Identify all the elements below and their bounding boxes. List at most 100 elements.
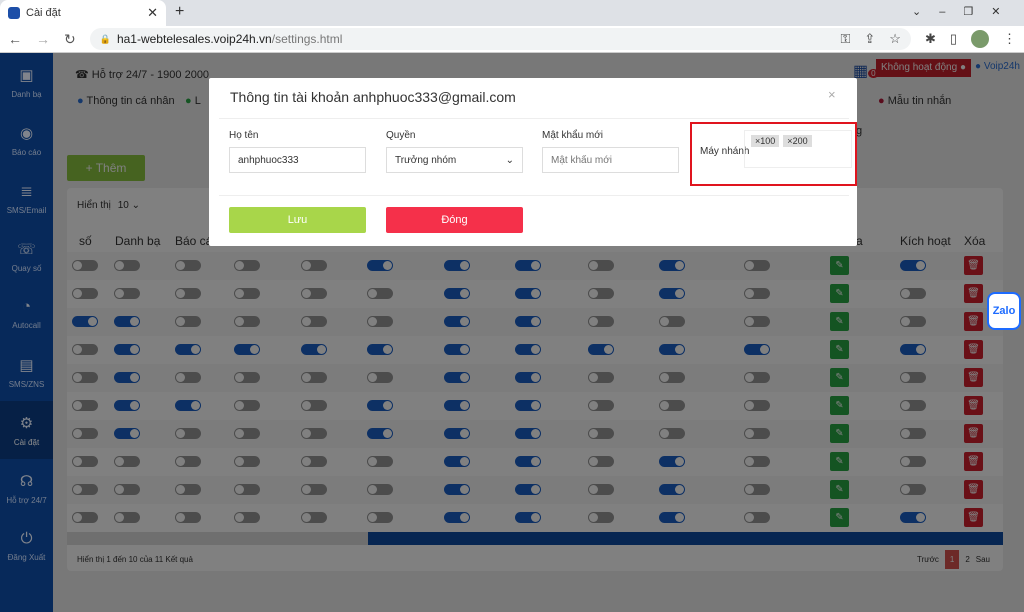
- permission-toggle[interactable]: [744, 288, 770, 299]
- sidebar-item-0[interactable]: ▣ Danh bạ: [0, 53, 53, 111]
- permission-toggle[interactable]: [900, 260, 926, 271]
- permission-toggle[interactable]: [900, 484, 926, 495]
- permission-toggle[interactable]: [114, 288, 140, 299]
- permission-toggle[interactable]: [175, 428, 201, 439]
- menu-icon[interactable]: ⋮: [1003, 31, 1016, 46]
- permission-toggle[interactable]: [72, 400, 98, 411]
- delete-button[interactable]: 🗑: [964, 396, 983, 415]
- zalo-chat-button[interactable]: Zalo: [987, 292, 1021, 330]
- permission-toggle[interactable]: [515, 400, 541, 411]
- sidebar-item-8[interactable]: ⏻ Đăng Xuất: [0, 517, 53, 575]
- close-tab-icon[interactable]: ✕: [147, 5, 158, 20]
- star-icon[interactable]: ☆: [889, 31, 901, 46]
- permission-toggle[interactable]: [588, 344, 614, 355]
- delete-button[interactable]: 🗑: [964, 340, 983, 359]
- permission-toggle[interactable]: [588, 316, 614, 327]
- permission-toggle[interactable]: [367, 344, 393, 355]
- permission-toggle[interactable]: [234, 344, 260, 355]
- permission-toggle[interactable]: [114, 456, 140, 467]
- permission-toggle[interactable]: [588, 428, 614, 439]
- permission-toggle[interactable]: [744, 372, 770, 383]
- save-button[interactable]: Lưu: [229, 207, 366, 233]
- permission-toggle[interactable]: [114, 372, 140, 383]
- permission-toggle[interactable]: [444, 428, 470, 439]
- permission-toggle[interactable]: [659, 456, 685, 467]
- permission-toggle[interactable]: [234, 456, 260, 467]
- sidebar-item-2[interactable]: ≣ SMS/Email: [0, 169, 53, 227]
- delete-button[interactable]: 🗑: [964, 284, 983, 303]
- permission-toggle[interactable]: [367, 288, 393, 299]
- delete-button[interactable]: 🗑: [964, 508, 983, 527]
- calendar-icon[interactable]: ▦ 0: [853, 61, 879, 81]
- forward-icon[interactable]: →: [36, 31, 50, 47]
- permission-toggle[interactable]: [301, 344, 327, 355]
- window-controls[interactable]: ⌄–❐✕: [912, 6, 1019, 18]
- permission-toggle[interactable]: [744, 512, 770, 523]
- delete-button[interactable]: 🗑: [964, 256, 983, 275]
- permission-toggle[interactable]: [175, 400, 201, 411]
- close-icon[interactable]: ×: [828, 87, 836, 102]
- profile-avatar[interactable]: [971, 30, 989, 48]
- permission-toggle[interactable]: [301, 428, 327, 439]
- permission-toggle[interactable]: [367, 484, 393, 495]
- permission-toggle[interactable]: [659, 484, 685, 495]
- share-icon[interactable]: ⇪: [864, 31, 876, 46]
- permission-toggle[interactable]: [114, 512, 140, 523]
- permission-toggle[interactable]: [659, 400, 685, 411]
- column-header[interactable]: Kích hoạt: [900, 234, 951, 248]
- permission-toggle[interactable]: [444, 288, 470, 299]
- sidebar-item-6[interactable]: ⚙ Cài đặt: [0, 401, 53, 459]
- permission-toggle[interactable]: [744, 456, 770, 467]
- permission-toggle[interactable]: [175, 456, 201, 467]
- permission-toggle[interactable]: [234, 288, 260, 299]
- permission-toggle[interactable]: [301, 372, 327, 383]
- role-select[interactable]: Trưởng nhóm ⌄: [386, 147, 523, 173]
- extensions-icon[interactable]: ✱: [924, 31, 936, 46]
- sidepanel-icon[interactable]: ▯: [949, 31, 957, 46]
- edit-button[interactable]: ✎: [830, 480, 849, 499]
- horizontal-scrollbar[interactable]: [67, 532, 1003, 545]
- permission-toggle[interactable]: [72, 484, 98, 495]
- permission-toggle[interactable]: [588, 400, 614, 411]
- permission-toggle[interactable]: [900, 512, 926, 523]
- permission-toggle[interactable]: [515, 344, 541, 355]
- key-icon[interactable]: ⚿: [840, 31, 851, 46]
- permission-toggle[interactable]: [367, 456, 393, 467]
- url-input[interactable]: 🔒 ha1-webtelesales.voip24h.vn/settings.h…: [89, 28, 911, 50]
- permission-toggle[interactable]: [515, 316, 541, 327]
- permission-toggle[interactable]: [234, 428, 260, 439]
- permission-toggle[interactable]: [588, 372, 614, 383]
- permission-toggle[interactable]: [515, 260, 541, 271]
- permission-toggle[interactable]: [234, 400, 260, 411]
- permission-toggle[interactable]: [900, 344, 926, 355]
- sidebar-item-4[interactable]: ◔ Autocall: [0, 285, 53, 343]
- sidebar-item-5[interactable]: ▤ SMS/ZNS: [0, 343, 53, 401]
- permission-toggle[interactable]: [72, 260, 98, 271]
- user-menu[interactable]: ● Voip24h: [975, 61, 1020, 72]
- page-1[interactable]: 1: [944, 550, 960, 569]
- edit-button[interactable]: ✎: [830, 508, 849, 527]
- permission-toggle[interactable]: [744, 316, 770, 327]
- permission-toggle[interactable]: [588, 260, 614, 271]
- permission-toggle[interactable]: [744, 400, 770, 411]
- permission-toggle[interactable]: [659, 316, 685, 327]
- permission-toggle[interactable]: [114, 260, 140, 271]
- delete-button[interactable]: 🗑: [964, 480, 983, 499]
- permission-toggle[interactable]: [515, 372, 541, 383]
- permission-toggle[interactable]: [367, 512, 393, 523]
- column-header[interactable]: Báo cáo: [175, 234, 220, 248]
- extension-tag[interactable]: ×100: [751, 135, 780, 147]
- permission-toggle[interactable]: [659, 260, 685, 271]
- permission-toggle[interactable]: [114, 428, 140, 439]
- permission-toggle[interactable]: [900, 288, 926, 299]
- new-tab-button[interactable]: +: [175, 3, 185, 20]
- permission-toggle[interactable]: [301, 288, 327, 299]
- permission-toggle[interactable]: [900, 400, 926, 411]
- permission-toggle[interactable]: [234, 372, 260, 383]
- edit-button[interactable]: ✎: [830, 284, 849, 303]
- permission-toggle[interactable]: [659, 512, 685, 523]
- permission-toggle[interactable]: [515, 456, 541, 467]
- extension-tag[interactable]: ×200: [783, 135, 812, 147]
- reload-icon[interactable]: ↻: [64, 30, 76, 47]
- permission-toggle[interactable]: [114, 400, 140, 411]
